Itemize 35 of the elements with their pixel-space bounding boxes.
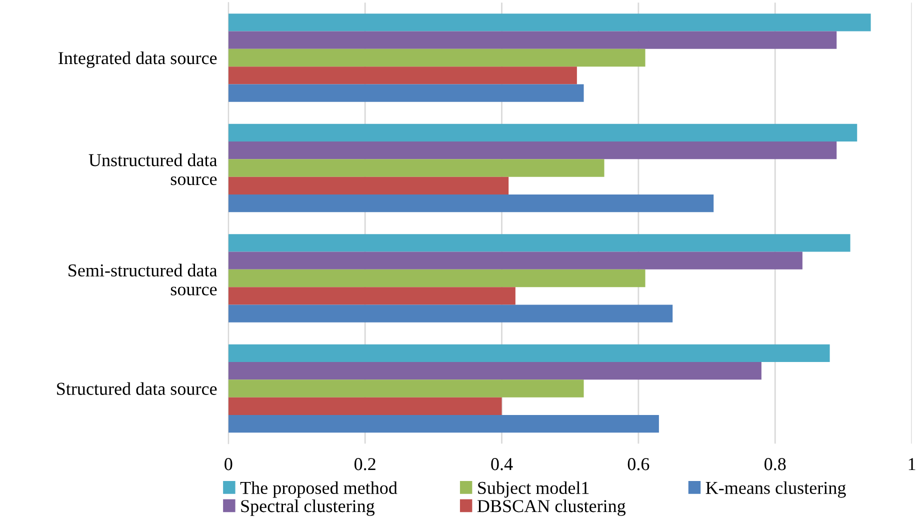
bar: [228, 66, 577, 84]
y-tick-label: Semi-structured data source: [68, 264, 218, 296]
x-tick-label: 0: [224, 458, 232, 470]
bar: [228, 194, 714, 212]
bar: [228, 252, 802, 270]
bar: [228, 124, 858, 142]
legend-label: Subject model1: [478, 481, 589, 498]
bar: [228, 31, 837, 49]
x-tick-label: 0.8: [764, 458, 786, 470]
bar: [228, 287, 516, 305]
y-tick-label: Unstructured data source: [88, 154, 218, 186]
bar: [228, 362, 762, 380]
bar: [228, 159, 604, 177]
bar: [228, 414, 659, 433]
bar: [228, 176, 509, 194]
x-tick-label: 0.6: [628, 458, 650, 470]
bar: [228, 234, 850, 252]
bar: [228, 397, 502, 415]
bar: [228, 142, 837, 160]
x-tick-label: 0.4: [491, 458, 513, 470]
bar: [228, 48, 646, 67]
x-tick-label: 0.2: [354, 458, 376, 470]
y-tick-label: Structured data source: [57, 382, 217, 395]
bar: [228, 304, 673, 322]
legend-label: K-means clustering: [706, 481, 846, 498]
legend-label: DBSCAN clustering: [477, 499, 626, 516]
bar: [228, 269, 646, 288]
legend-label: The proposed method: [240, 481, 398, 498]
bar: [228, 14, 871, 32]
bar: [228, 344, 830, 362]
bar: [228, 84, 584, 102]
legend-label: Spectral clustering: [241, 499, 375, 516]
y-tick-label: Integrated data source: [58, 51, 217, 68]
x-tick-label: 1: [908, 458, 916, 470]
bar: [228, 380, 584, 398]
